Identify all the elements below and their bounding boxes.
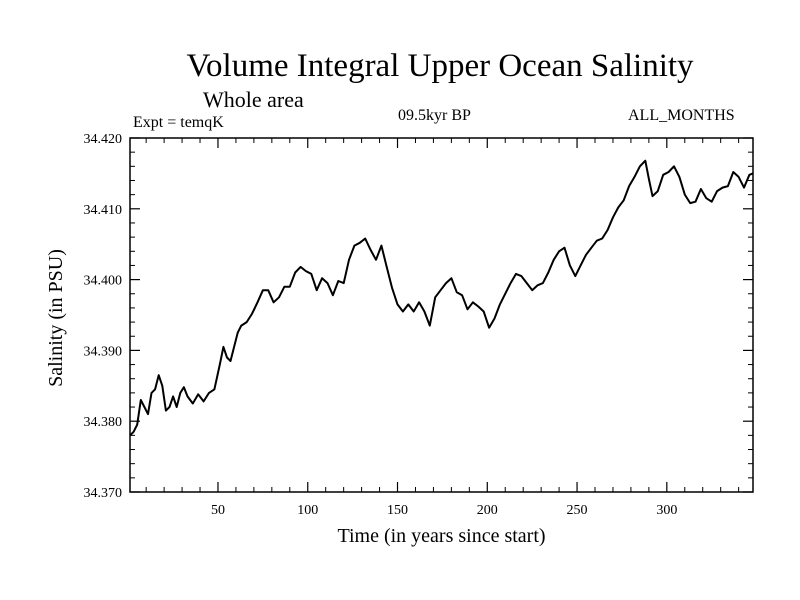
chart-subtitle: Whole area: [203, 87, 304, 112]
x-tick-label: 100: [297, 503, 318, 518]
x-tick-label: 250: [567, 503, 588, 518]
y-tick-label: 34.370: [84, 486, 123, 501]
period-label: 09.5kyr BP: [398, 107, 471, 124]
x-axis-label: Time (in years since start): [337, 525, 546, 547]
salinity-series-line: [129, 159, 754, 437]
y-tick-label: 34.410: [84, 203, 123, 218]
x-tick-label: 150: [387, 503, 408, 518]
x-tick-label: 50: [211, 503, 225, 518]
y-tick-label: 34.400: [84, 274, 123, 289]
chart-title: Volume Integral Upper Ocean Salinity: [186, 48, 694, 84]
x-tick-label: 300: [656, 503, 677, 518]
plot-frame: [129, 137, 754, 493]
experiment-label: Expt = temqK: [133, 114, 224, 131]
y-tick-label: 34.380: [84, 415, 123, 430]
y-tick-label: 34.390: [84, 344, 123, 359]
x-tick-label: 200: [477, 503, 498, 518]
y-tick-label: 34.420: [84, 132, 123, 147]
months-label: ALL_MONTHS: [628, 107, 735, 124]
